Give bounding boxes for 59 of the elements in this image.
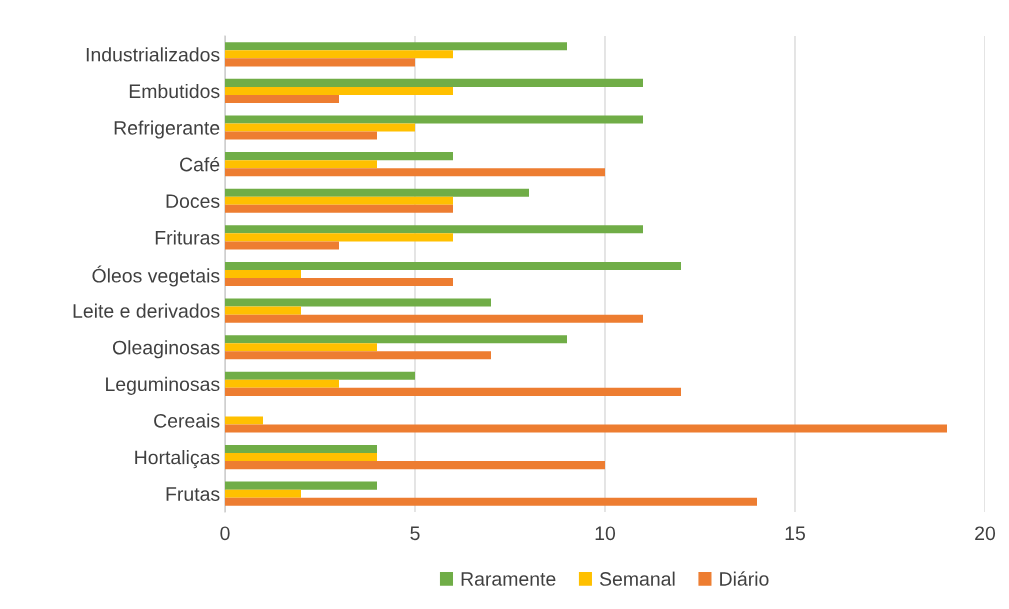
y-tick-label: Oleaginosas [112, 340, 220, 359]
bar [225, 94, 339, 104]
bar [225, 444, 377, 454]
bar [225, 168, 605, 177]
bar [225, 86, 453, 95]
bar [225, 261, 681, 270]
bar [225, 461, 605, 470]
bar [225, 204, 453, 213]
legend-label: Semanal [599, 571, 675, 586]
bar [225, 497, 757, 506]
bar [225, 343, 377, 352]
bar [225, 453, 377, 462]
bar [225, 225, 643, 234]
bar [225, 131, 377, 140]
x-tick-label: 5 [410, 526, 420, 541]
bar [225, 78, 643, 87]
y-tick-label: Óleos vegetais [92, 265, 220, 287]
bar [225, 123, 415, 132]
bar [225, 387, 681, 396]
legend-label: Diário [720, 571, 769, 586]
bar [225, 314, 643, 323]
bar [225, 42, 567, 51]
bar [225, 298, 491, 307]
bar [225, 58, 415, 67]
y-tick-label: Frutas [166, 487, 220, 501]
y-tick-label: Café [180, 156, 220, 172]
bar [225, 196, 453, 205]
y-tick-label: Refrigerante [114, 120, 220, 139]
x-tick-label: 10 [595, 526, 616, 541]
y-tick-label: Embutidos [129, 83, 220, 99]
y-tick-label: Frituras [155, 230, 220, 245]
y-tick-label: Cereais [154, 413, 220, 428]
bar [225, 481, 377, 490]
legend-label: Raramente [461, 572, 556, 586]
bar [225, 152, 453, 161]
bar [225, 241, 339, 250]
bar [225, 351, 491, 360]
y-tick-label: Doces [166, 194, 220, 209]
y-tick-label: Leguminosas [106, 376, 220, 395]
bar [225, 115, 643, 124]
bar [225, 160, 377, 169]
bar [225, 188, 529, 197]
bar [225, 379, 339, 388]
bar [225, 306, 301, 315]
bar [225, 50, 453, 59]
bar [225, 424, 947, 433]
y-tick-label: Leite e derivados [73, 303, 220, 318]
bar [225, 335, 567, 344]
bar [225, 269, 301, 279]
bar [225, 233, 453, 242]
bar [225, 489, 301, 498]
bar [225, 371, 415, 380]
x-tick-label: 20 [975, 526, 996, 541]
x-tick-label: 15 [785, 526, 805, 541]
y-tick-label: Hortaliças [135, 450, 220, 469]
y-tick-label: Industrializados [86, 47, 220, 62]
bar [225, 416, 263, 425]
x-tick-label: 0 [220, 526, 230, 541]
bar [225, 278, 453, 287]
